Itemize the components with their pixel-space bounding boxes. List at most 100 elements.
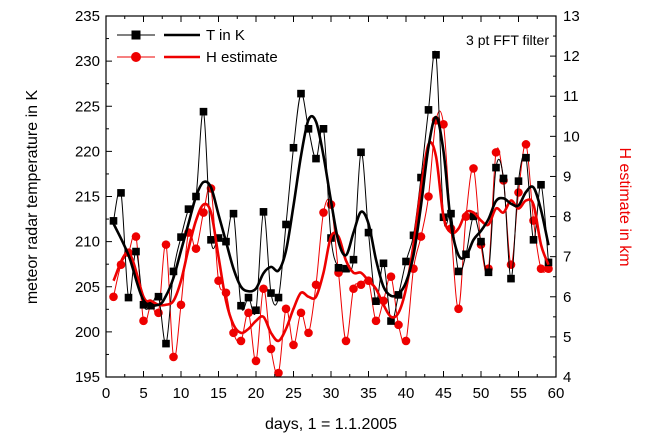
point-t-49 (469, 212, 478, 221)
point-t-43 (424, 106, 433, 114)
point-h-5 (139, 316, 148, 326)
point-t-13 (199, 107, 208, 116)
x-tick-label: 5 (139, 385, 147, 402)
point-h-47 (454, 304, 463, 314)
point-h-27 (304, 328, 313, 338)
point-h-22 (266, 344, 276, 354)
point-h-24 (281, 304, 291, 314)
point-h-58 (536, 264, 546, 274)
point-t-22 (267, 289, 275, 297)
point-h-32 (341, 336, 351, 346)
legend: T in K H estimate (117, 27, 278, 66)
point-t-27 (304, 125, 313, 133)
point-t-21 (259, 208, 268, 216)
x-tick-label: 35 (360, 385, 377, 402)
point-t-35 (364, 228, 373, 237)
point-t-10 (177, 233, 185, 241)
legend-circle-marker (131, 52, 141, 62)
x-tick-label: 20 (248, 385, 265, 402)
y-right-tick-label: 8 (563, 209, 571, 226)
point-t-25 (289, 143, 298, 152)
point-t-44 (432, 51, 440, 59)
point-t-40 (402, 257, 410, 266)
point-h-39 (394, 320, 403, 330)
point-h-52 (491, 148, 501, 157)
point-h-29 (319, 208, 328, 217)
point-t-5 (139, 301, 148, 309)
point-h-36 (371, 316, 381, 326)
point-h-12 (191, 244, 201, 253)
point-h-4 (131, 232, 141, 241)
y-left-tick-label: 210 (75, 234, 100, 251)
point-t-14 (207, 236, 215, 244)
point-t-38 (387, 317, 395, 325)
point-h-20 (251, 356, 261, 366)
point-t-23 (274, 293, 283, 302)
point-t-11 (184, 205, 193, 213)
y-left-axis-label: meteor radar temperature in K (24, 90, 41, 305)
legend-label-h: H estimate (206, 49, 278, 66)
y-right-tick-label: 9 (563, 168, 571, 185)
point-h-43 (424, 192, 433, 201)
point-t-47 (454, 267, 463, 276)
point-t-20 (252, 306, 260, 315)
series-line-t-in-k-3-pt-fft-filter (112, 114, 550, 308)
point-t-19 (244, 293, 253, 302)
point-t-56 (522, 153, 530, 162)
y-left-tick-label: 205 (75, 279, 100, 296)
y-right-tick-label: 4 (563, 369, 571, 386)
y-left-tick-label: 195 (75, 369, 100, 386)
point-t-51 (484, 268, 493, 277)
point-t-26 (297, 89, 305, 98)
point-h-34 (356, 280, 366, 290)
y-left-tick-label: 220 (75, 143, 100, 160)
x-tick-label: 15 (210, 385, 227, 402)
point-t-53 (499, 174, 508, 183)
x-axis-label: days, 1 = 1.1.2005 (265, 416, 397, 433)
point-t-1 (109, 217, 118, 225)
point-t-37 (379, 259, 388, 268)
legend-square-marker (131, 30, 141, 40)
x-tick-label: 50 (473, 385, 490, 402)
point-t-8 (162, 339, 170, 348)
y-left-tick-label: 225 (75, 98, 100, 115)
point-t-32 (342, 264, 350, 273)
point-h-23 (274, 368, 283, 378)
point-t-42 (417, 173, 425, 182)
x-tick-label: 45 (435, 385, 452, 402)
point-t-58 (537, 180, 545, 189)
x-tick-label: 0 (102, 385, 110, 402)
point-h-28 (311, 280, 321, 290)
point-t-3 (124, 293, 133, 302)
y-left-tick-label: 215 (75, 189, 100, 206)
point-h-18 (236, 336, 246, 346)
point-h-42 (416, 232, 426, 241)
x-tick-label: 40 (398, 385, 415, 402)
y-right-tick-label: 13 (563, 8, 580, 25)
point-h-54 (506, 260, 516, 269)
point-h-19 (244, 308, 253, 318)
point-t-17 (229, 209, 238, 218)
point-h-10 (176, 300, 186, 310)
point-t-36 (372, 297, 380, 305)
point-t-9 (169, 267, 178, 276)
y-right-tick-label: 11 (563, 88, 579, 105)
y-right-tick-label: 12 (563, 48, 580, 65)
point-h-55 (514, 188, 523, 197)
point-h-49 (469, 164, 478, 173)
point-t-55 (514, 177, 523, 185)
point-t-7 (154, 292, 163, 301)
point-h-56 (521, 140, 531, 149)
legend-label-t: T in K (206, 27, 245, 44)
point-h-15 (214, 276, 223, 286)
point-h-25 (289, 340, 298, 350)
point-t-15 (214, 234, 223, 242)
point-t-57 (529, 236, 538, 244)
point-t-2 (117, 189, 125, 197)
point-h-38 (386, 272, 396, 282)
point-h-59 (544, 264, 553, 274)
point-h-40 (401, 336, 411, 346)
point-h-8 (161, 240, 171, 249)
point-h-9 (169, 352, 178, 362)
point-h-33 (349, 284, 358, 294)
